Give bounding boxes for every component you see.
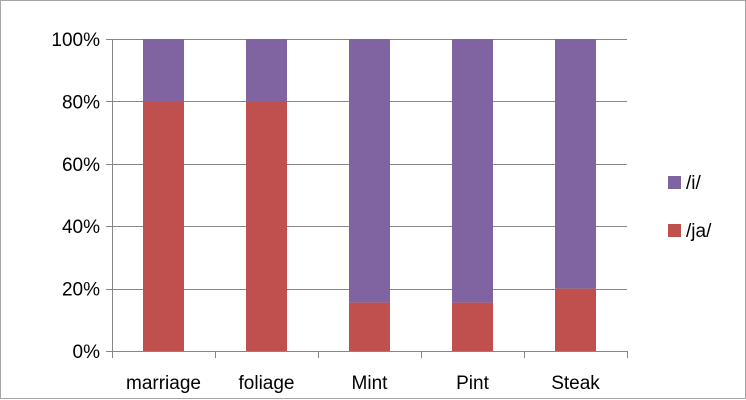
bar-segment xyxy=(555,288,596,351)
bar-segment xyxy=(452,302,493,351)
y-tick-labels: 0% 20% 40% 60% 80% 100% xyxy=(51,30,100,363)
legend-label: /ja/ xyxy=(686,221,712,242)
axes xyxy=(106,39,628,358)
x-tick-label: Pint xyxy=(456,373,489,394)
y-tick-label: 40% xyxy=(62,217,100,238)
bar-segment xyxy=(452,39,493,303)
bar-segment xyxy=(143,101,184,352)
x-tick-label: marriage xyxy=(126,373,201,394)
bars xyxy=(143,39,596,352)
bar-segment xyxy=(246,101,287,352)
legend-swatch xyxy=(668,176,681,189)
y-tick-label: 20% xyxy=(62,280,100,301)
y-tick-label: 60% xyxy=(62,155,100,176)
bar-segment xyxy=(555,39,596,289)
x-tick-labels: marriage foliage Mint Pint Steak xyxy=(126,373,600,394)
x-tick-label: foliage xyxy=(239,373,295,394)
x-tick-label: Steak xyxy=(551,373,600,394)
legend-swatch xyxy=(668,224,681,237)
bar-segment xyxy=(349,39,390,303)
y-tick-label: 0% xyxy=(73,342,101,363)
y-tick-label: 100% xyxy=(51,30,100,51)
y-tick-label: 80% xyxy=(62,92,100,113)
x-tick-label: Mint xyxy=(352,373,389,394)
legend-label: /i/ xyxy=(686,173,702,194)
legend: /i/ /ja/ xyxy=(668,173,712,242)
bar-segment xyxy=(246,39,287,102)
bar-segment xyxy=(349,302,390,351)
bar-segment xyxy=(143,39,184,102)
